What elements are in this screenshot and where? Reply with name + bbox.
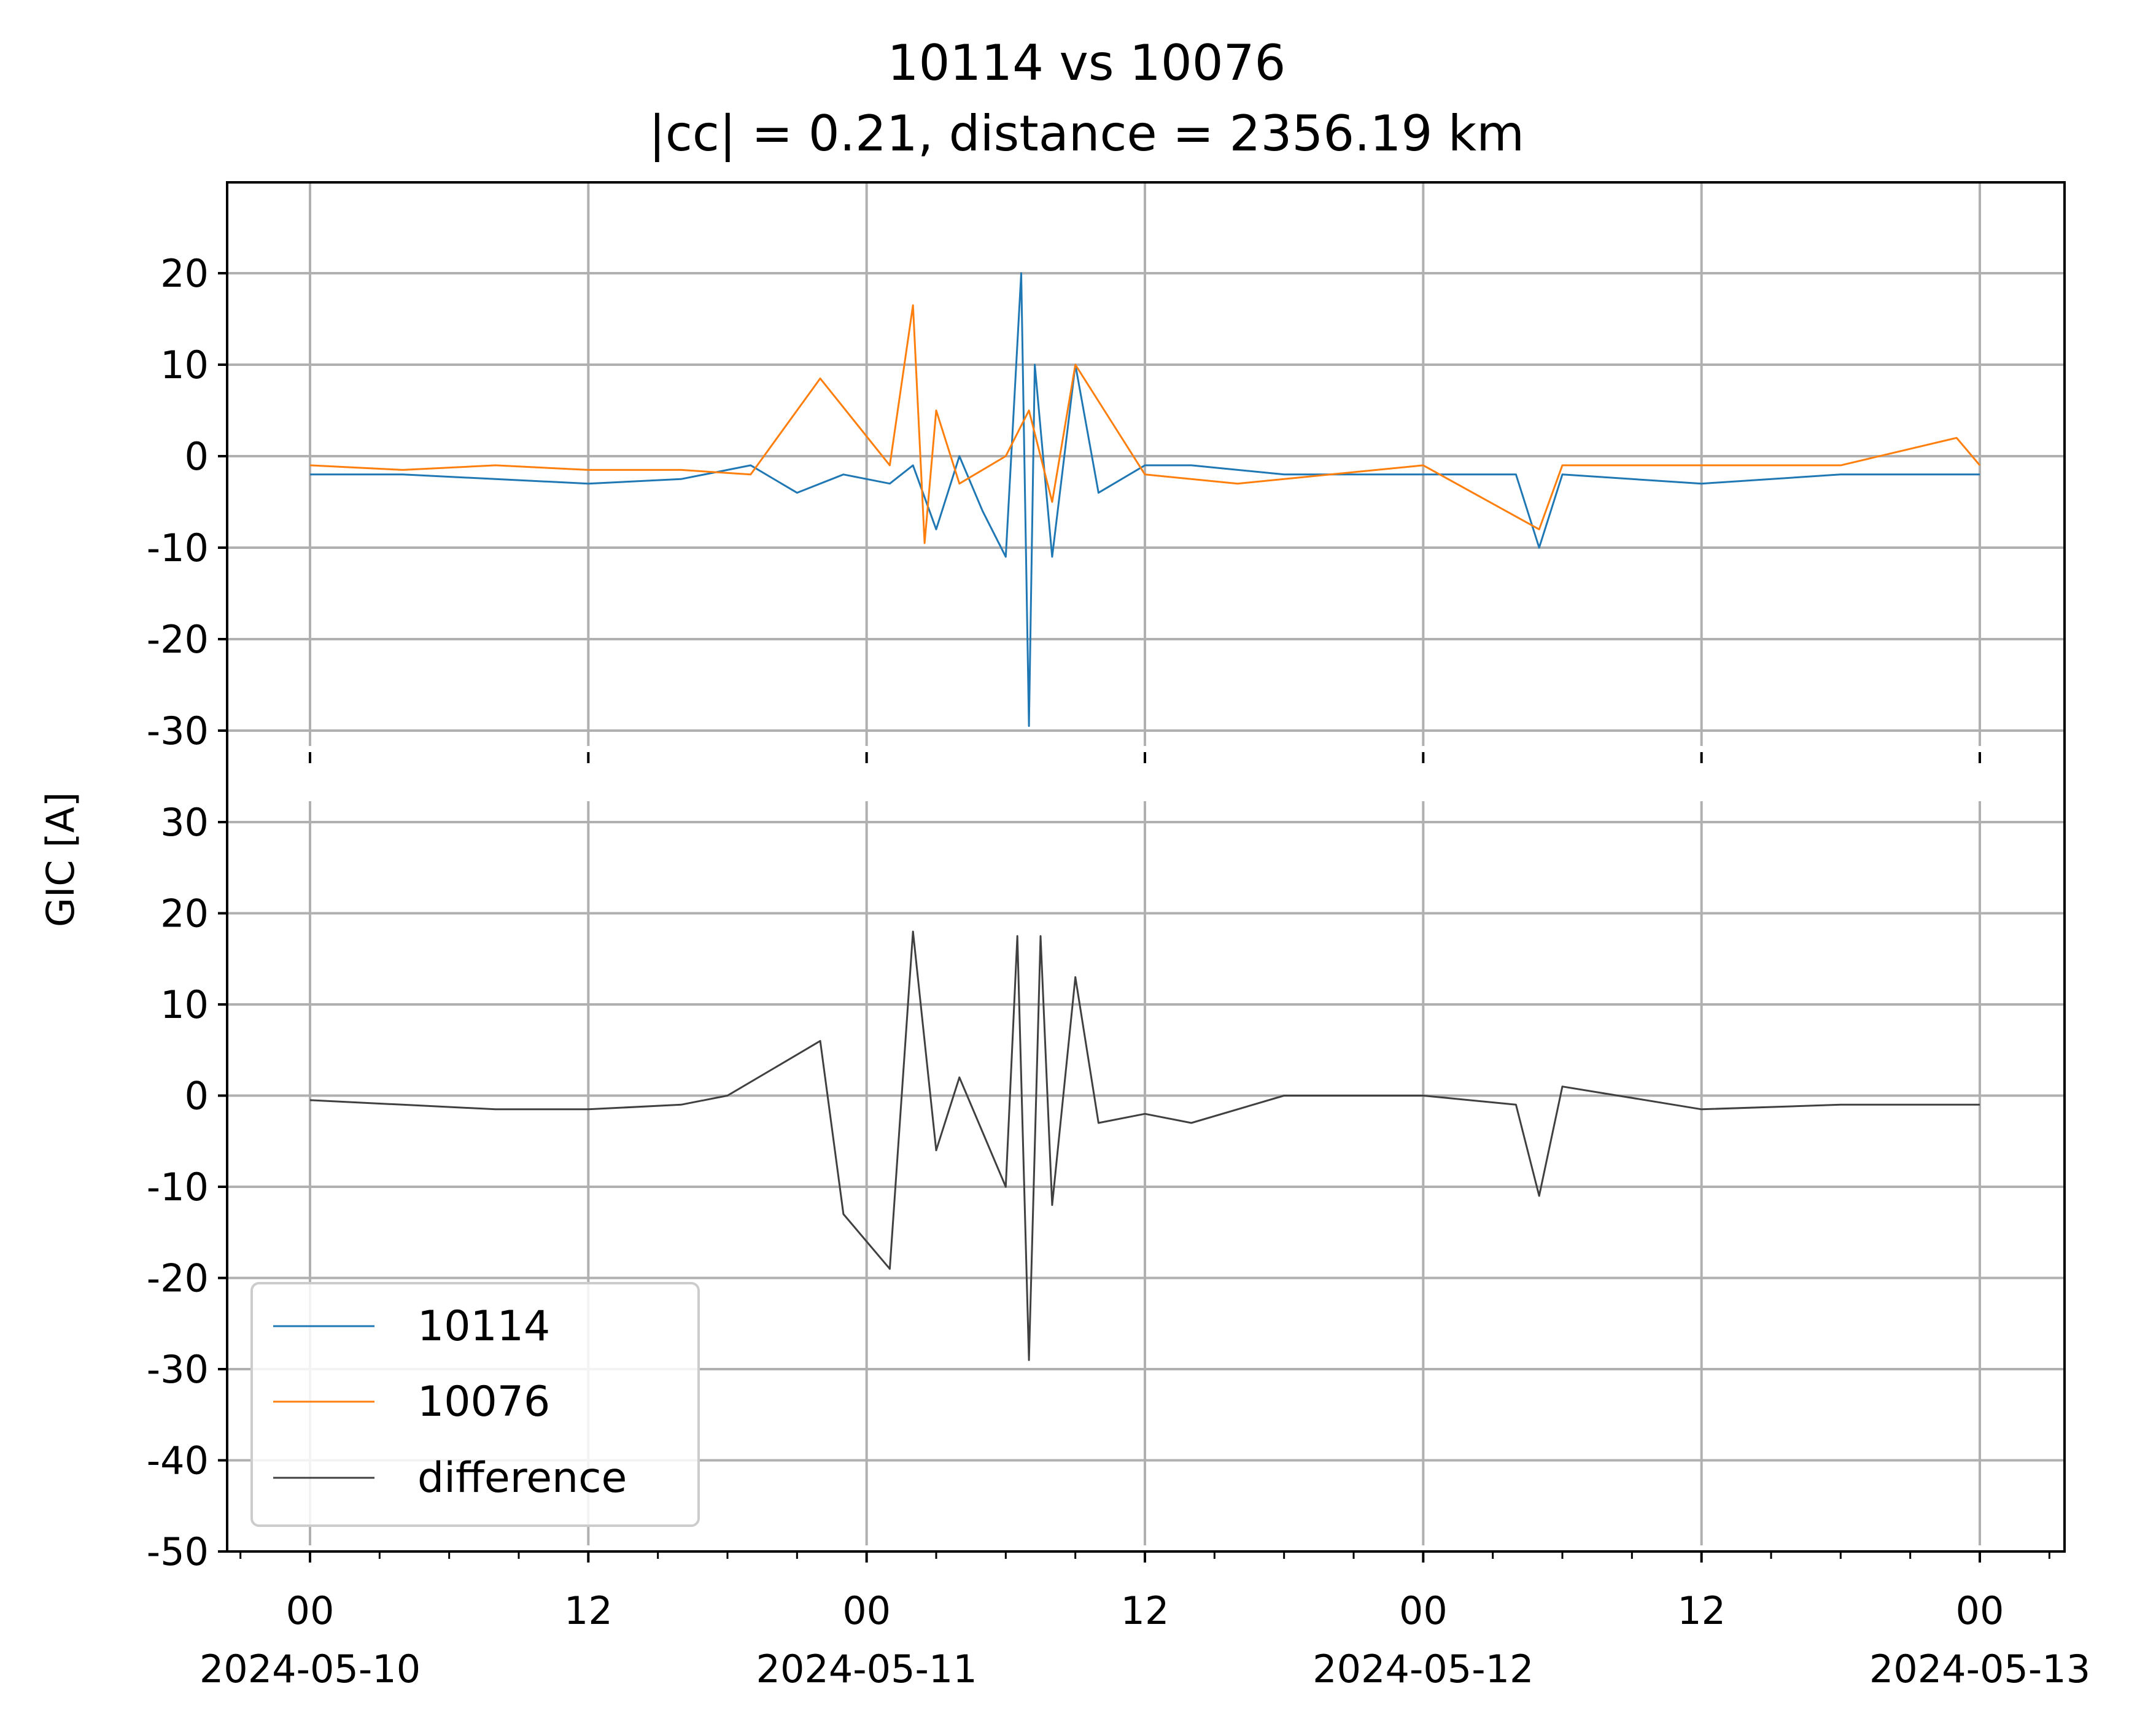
x-tick-label-date: 2024-05-11 [756,1647,977,1691]
axes-frame [226,181,2066,1553]
top-series-line-10076 [309,304,1981,544]
x-tick-label-hour: 00 [842,1588,891,1633]
x-tick-label-hour: 00 [286,1588,335,1633]
bottom-y-tick-label: -50 [147,1529,209,1574]
legend-label-10114: 10114 [417,1302,550,1351]
y-axis-label: GIC [A] [38,792,83,927]
top-y-tick-label: 0 [185,434,209,479]
bottom-y-tick-label: -20 [147,1256,209,1301]
top-series-line-10114 [310,272,1980,727]
top-panel-grid [227,182,2065,746]
top-y-tick-label: 10 [160,343,209,387]
top-panel-x-ticks [309,752,1981,763]
bottom-y-tick-label: -30 [147,1347,209,1392]
top-y-tick-label: -10 [147,526,209,570]
bottom-panel-series [309,930,1980,1361]
bottom-y-tick-label: 30 [160,800,209,845]
top-y-tick-label: 20 [160,251,209,296]
legend: 10114 10076 difference [250,1282,700,1527]
x-tick-label-date: 2024-05-12 [1313,1647,1534,1691]
bottom-y-tick-label: 20 [160,891,209,936]
x-tick-label-hour: 00 [1399,1588,1448,1633]
x-tick-label-hour: 12 [1677,1588,1726,1633]
top-panel-y-ticks: 20 10 0 -10 -20 -30 [147,251,227,753]
x-tick-label-date: 2024-05-10 [200,1647,421,1691]
chart-title-line2: |cc| = 0.21, distance = 2356.19 km [649,105,1524,163]
top-y-tick-label: -30 [147,709,209,753]
legend-label-10076: 10076 [417,1378,550,1426]
x-tick-label-date: 2024-05-13 [1869,1647,2090,1691]
bottom-series-line-difference [309,930,1980,1361]
bottom-panel: 30 20 10 0 -10 -20 -30 -40 -50 00 2024-05-10 12 00 2… [147,800,2090,1691]
bottom-y-tick-label: -10 [147,1165,209,1210]
bottom-y-tick-label: 0 [185,1074,209,1119]
bottom-y-tick-label: 10 [160,982,209,1027]
x-tick-label-hour: 00 [1956,1588,2004,1633]
top-y-tick-label: -20 [147,617,209,662]
top-panel-series [309,272,1981,727]
x-tick-label-hour: 12 [1121,1588,1169,1633]
bottom-panel-x-ticks: 00 2024-05-10 12 00 2024-05-11 12 00 2024-05-12… [200,1551,2090,1691]
top-panel: 20 10 0 -10 -20 -30 [147,182,2065,763]
bottom-panel-y-ticks: 30 20 10 0 -10 -20 -30 -40 -50 [147,800,227,1574]
x-tick-label-hour: 12 [564,1588,613,1633]
bottom-y-tick-label: -40 [147,1439,209,1483]
legend-box [250,1282,700,1527]
chart-title-line1: 10114 vs 10076 [888,34,1286,91]
legend-label-difference: difference [417,1454,627,1502]
